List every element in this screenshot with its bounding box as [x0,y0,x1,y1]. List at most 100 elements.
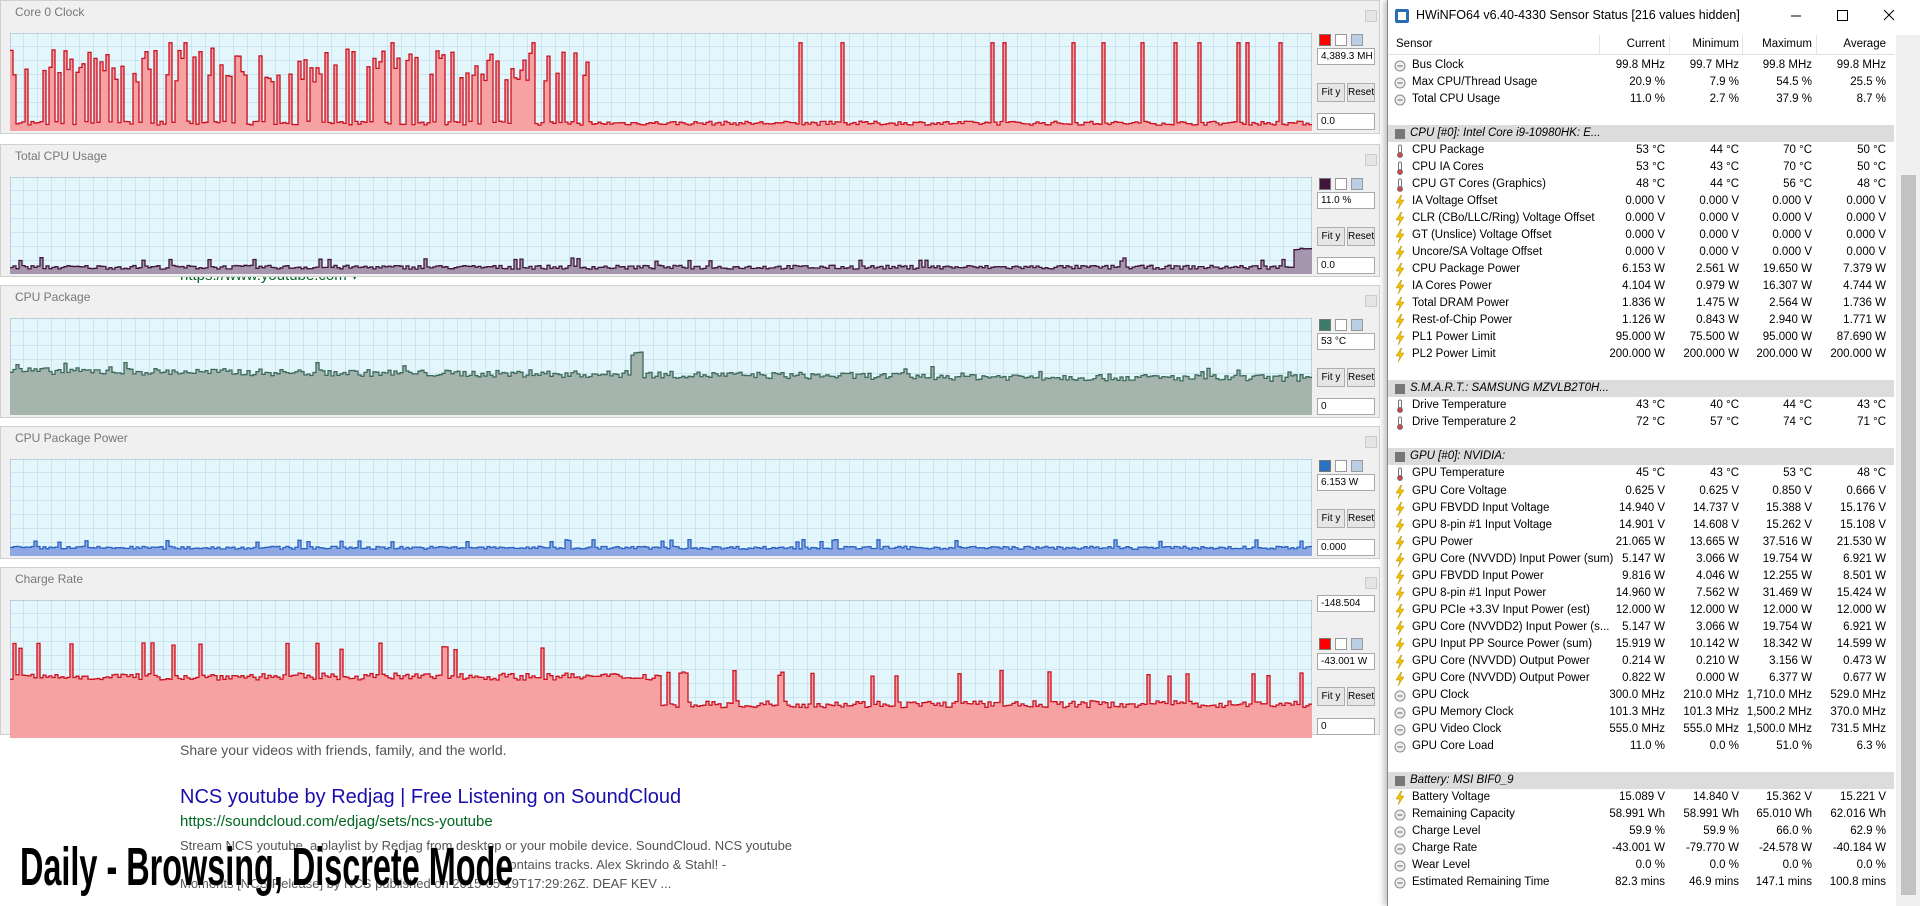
graph-button[interactable]: Reset [1347,227,1375,246]
graph-button[interactable]: Fit y [1317,509,1345,528]
sensor-cell: 0.0 % [1782,858,1812,871]
panel-toggle[interactable] [1365,10,1377,22]
sensor-row[interactable]: GPU Core (NVVDD) Output Power 0.822 W 0.00… [1388,670,1894,687]
sensor-row[interactable]: IA Cores Power 4.104 W 0.979 W 16.307 W 4.74… [1388,278,1894,295]
column-header[interactable]: Sensor [1396,38,1433,50]
color-swatch[interactable] [1351,460,1363,472]
scrollbar[interactable] [1896,35,1920,906]
sensor-row[interactable]: GPU Input PP Source Power (sum) 15.919 W 1… [1388,636,1894,653]
sensor-row[interactable]: Drive Temperature 2 72 °C 57 °C 74 °C 71 °C [1388,414,1894,431]
sensor-row[interactable]: Charge Level 59.9 % 59.9 % 66.0 % 62.9 % [1388,823,1894,840]
graph-button[interactable]: Fit y [1317,687,1345,706]
color-swatch[interactable] [1319,460,1331,472]
panel-toggle[interactable] [1365,577,1377,589]
checkbox[interactable] [1335,178,1347,190]
sensor-row[interactable]: GPU Power 21.065 W 13.665 W 37.516 W 21.530 … [1388,534,1894,551]
thermometer [1397,475,1403,482]
color-swatch[interactable] [1319,34,1331,46]
sensor-row[interactable]: GPU Core Voltage 0.625 V 0.625 V 0.850 V 0.6… [1388,483,1894,500]
color-swatch[interactable] [1351,319,1363,331]
sensor-row[interactable]: Total DRAM Power 1.836 W 1.475 W 2.564 W 1.7… [1388,295,1894,312]
sensor-row[interactable]: Uncore/SA Voltage Offset 0.000 V 0.000 V 0.… [1388,244,1894,261]
readout: 53 °C [1317,333,1375,350]
lightning [1395,518,1405,533]
sensor-row[interactable]: Max CPU/Thread Usage 20.9 % 7.9 % 54.5 % 25.… [1388,74,1894,91]
sensor-cell: 53 °C [1783,467,1812,480]
graph-button[interactable]: Reset [1347,368,1375,387]
sensor-row[interactable]: PL2 Power Limit 200.000 W 200.000 W 200.000… [1388,346,1894,363]
sensor-row[interactable]: Remaining Capacity 58.991 Wh 58.991 Wh 65.0… [1388,806,1894,823]
sensor-cell: 2.564 W [1769,297,1812,310]
sensor-row[interactable]: GPU Clock 300.0 MHz 210.0 MHz 1,710.0 MHz 52… [1388,687,1894,704]
readout: 0.0 [1317,257,1375,274]
panel-toggle[interactable] [1365,436,1377,448]
sensor-cell: 14.901 V [1618,518,1665,531]
panel-toggle[interactable] [1365,295,1377,307]
sensor-row[interactable]: GPU Video Clock 555.0 MHz 555.0 MHz 1,500.0… [1388,721,1894,738]
sensor-row[interactable]: GPU 8-pin #1 Input Voltage 14.901 V 14.608… [1388,517,1894,534]
checkbox[interactable] [1335,638,1347,650]
color-swatch[interactable] [1319,178,1331,190]
checkbox[interactable] [1335,319,1347,331]
lightning [1395,620,1405,635]
sensor-cell: 0.850 V [1772,484,1812,497]
color-swatch[interactable] [1351,178,1363,190]
checkbox[interactable] [1335,34,1347,46]
color-swatch[interactable] [1319,319,1331,331]
checkbox[interactable] [1335,460,1347,472]
sensor-row[interactable]: Charge Rate -43.001 W -79.770 W -24.578 W -4… [1388,840,1894,857]
sensor-row[interactable]: CPU Package Power 6.153 W 2.561 W 19.650 W 7… [1388,261,1894,278]
column-header[interactable]: Average [1843,38,1886,50]
graph-button[interactable]: Fit y [1317,368,1345,387]
scroll-thumb[interactable] [1901,175,1916,895]
sensor-cell: 45 °C [1636,467,1665,480]
sensor-row[interactable]: GPU Core Load 11.0 % 0.0 % 51.0 % 6.3 % [1388,738,1894,755]
panel-toggle[interactable] [1365,154,1377,166]
column-header[interactable]: Maximum [1762,38,1812,50]
graph-button[interactable]: Reset [1347,83,1375,102]
color-swatch[interactable] [1319,638,1331,650]
sensor-row[interactable]: Battery Voltage 15.089 V 14.840 V 15.362 V 1… [1388,789,1894,806]
window-controls[interactable] [1788,0,1920,32]
sensor-row[interactable]: CPU Package 53 °C 44 °C 70 °C 50 °C [1388,142,1894,159]
sensor-row[interactable]: Total CPU Usage 11.0 % 2.7 % 37.9 % 8.7 % [1388,91,1894,108]
sensor-row[interactable]: GPU FBVDD Input Voltage 14.940 V 14.737 V 1… [1388,500,1894,517]
sensor-row[interactable]: GPU Core (NVVDD) Input Power (sum) 5.147 … [1388,551,1894,568]
column-header[interactable]: Minimum [1692,38,1739,50]
sensor-row[interactable]: GPU Core (NVVDD) Output Power 0.214 W 0.21… [1388,653,1894,670]
sensor-row[interactable]: Bus Clock 99.8 MHz 99.7 MHz 99.8 MHz 99.8 MH… [1388,57,1894,74]
sensor-row[interactable]: CPU IA Cores 53 °C 43 °C 70 °C 50 °C [1388,159,1894,176]
sensor-row[interactable]: IA Voltage Offset 0.000 V 0.000 V 0.000 V 0.… [1388,193,1894,210]
sensor-row[interactable]: GPU Memory Clock 101.3 MHz 101.3 MHz 1,500.… [1388,704,1894,721]
graph-button[interactable]: Reset [1347,509,1375,528]
sensor-row[interactable]: GPU FBVDD Input Power 9.816 W 4.046 W 12.25… [1388,568,1894,585]
graph-button[interactable]: Fit y [1317,227,1345,246]
sensor-row[interactable]: CLR (CBo/LLC/Ring) Voltage Offset 0.000 V… [1388,210,1894,227]
web-url[interactable]: https://soundcloud.com/edjag/sets/ncs-yo… [180,813,493,830]
sensor-icon [1394,860,1406,872]
color-swatch[interactable] [1351,638,1363,650]
sensor-row[interactable]: Wear Level 0.0 % 0.0 % 0.0 % 0.0 % [1388,857,1894,874]
column-header[interactable]: Current [1626,38,1665,50]
sensor-icon [1395,484,1405,499]
sensor-row[interactable]: Drive Temperature 43 °C 40 °C 44 °C 43 °C [1388,397,1894,414]
sensor-row[interactable]: GPU PCIe +3.3V Input Power (est) 12.000 W… [1388,602,1894,619]
sensor-row[interactable]: Rest-of-Chip Power 1.126 W 0.843 W 2.940 W 1… [1388,312,1894,329]
sensor-row[interactable]: GPU 8-pin #1 Input Power 14.960 W 7.562 W 3… [1388,585,1894,602]
graph-button[interactable]: Reset [1347,687,1375,706]
web-snippet: Stream NCS youtube, a playlist by Redjag… [180,838,793,853]
sensor-cell: 59.9 % [1703,824,1739,837]
sensor-row[interactable]: GPU Core (NVVDD2) Input Power (s... 5.147… [1388,619,1894,636]
sensor-row[interactable]: GPU Temperature 45 °C 43 °C 53 °C 48 °C [1388,465,1894,482]
web-link[interactable]: NCS youtube by Redjag | Free Listening o… [180,786,682,808]
column-separator [1669,35,1670,55]
sensor-cell: 99.7 MHz [1689,59,1739,71]
sensor-row[interactable]: GT (Unslice) Voltage Offset 0.000 V 0.000 … [1388,227,1894,244]
sensor-row[interactable]: Estimated Remaining Time 82.3 mins 46.9 mi… [1388,874,1894,891]
sensor-row[interactable]: PL1 Power Limit 95.000 W 75.500 W 95.000 W 8… [1388,329,1894,346]
sensor-row[interactable]: CPU GT Cores (Graphics) 48 °C 44 °C 56 °C 48… [1388,176,1894,193]
sensor-cell: 4.104 W [1622,280,1665,293]
sensor-icon [1395,518,1405,533]
color-swatch[interactable] [1351,34,1363,46]
graph-button[interactable]: Fit y [1317,83,1345,102]
